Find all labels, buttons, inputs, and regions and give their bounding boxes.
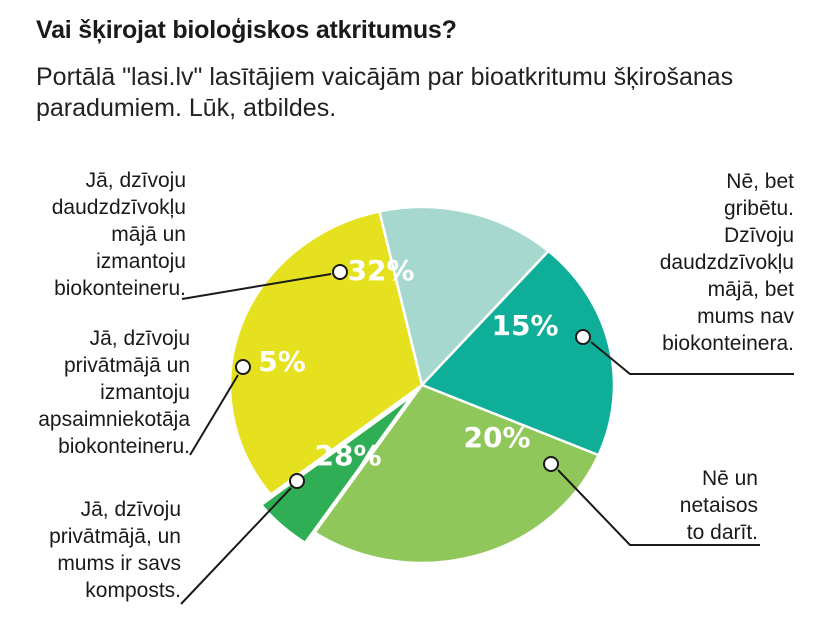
chart-subtitle: Portālā "lasi.lv" lasītājiem vaicājām pa… — [36, 63, 734, 122]
slice-category-label: Jā, dzīvoju privātmājā un izmantoju apsaimn… — [38, 327, 190, 458]
chart-title: Vai šķirojat bioloģiskos atkritumus? — [36, 16, 457, 44]
leader-line — [557, 469, 760, 546]
pie-slice — [419, 249, 616, 457]
slice-percent-label: 32% — [347, 254, 414, 287]
slice-percent-label: 15% — [491, 309, 558, 342]
leader-dot — [289, 473, 305, 489]
leader-dot — [575, 329, 591, 345]
slice-category-label: Nē un netaisos to darīt. — [680, 467, 758, 544]
pie-slice — [312, 383, 601, 565]
slice-category-label: Jā, dzīvoju daudzdzīvokļu mājā un izmantoju… — [52, 169, 186, 300]
slice-category-label: Jā, dzīvoju privātmājā, un mums ir savs kom… — [49, 498, 181, 602]
leader-line — [180, 487, 292, 605]
slice-category-label: Nē, bet gribētu. Dzīvoju daudzdzīvokļu mājā,… — [660, 170, 795, 355]
leader-dot — [235, 359, 251, 375]
pie-slice — [259, 394, 414, 545]
pie-slice — [377, 205, 551, 388]
leader-line — [189, 374, 239, 456]
slice-percent-label: 20% — [463, 421, 530, 454]
leader-line — [181, 273, 332, 300]
leader-dot — [543, 456, 559, 472]
leader-line — [590, 341, 794, 375]
slice-percent-label: 5% — [258, 345, 306, 378]
slice-percent-label: 28% — [314, 439, 381, 472]
leader-dot — [332, 264, 348, 280]
